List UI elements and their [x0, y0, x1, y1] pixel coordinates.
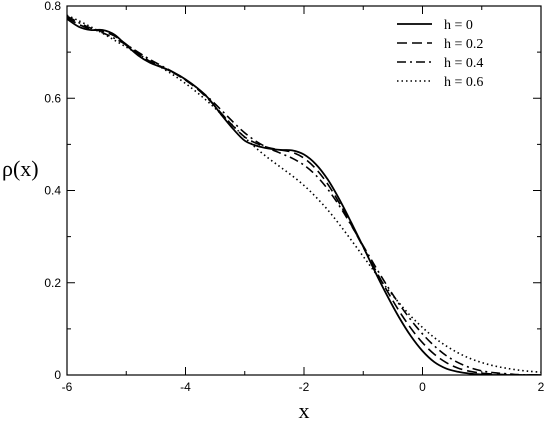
series-layer — [67, 14, 541, 375]
y-tick-label: 0.2 — [44, 276, 61, 290]
series-line-1 — [67, 18, 541, 375]
y-tick-label: 0.4 — [44, 184, 61, 198]
legend-label-4: h = 0.6 — [444, 75, 483, 90]
y-axis-title: ρ(x) — [2, 156, 39, 181]
x-tick-label: 2 — [538, 380, 545, 394]
ticks-layer: -6 -4 -2 0 2 0 0.2 0.4 0.6 0.8 — [44, 0, 544, 394]
x-tick-label: -4 — [180, 380, 191, 394]
x-tick-label: 0 — [419, 380, 426, 394]
series-line-3 — [67, 15, 541, 375]
legend-label-1: h = 0 — [444, 18, 473, 33]
y-tick-label: 0.8 — [44, 0, 61, 13]
plot-area — [67, 6, 541, 375]
y-tick-label: 0 — [54, 368, 61, 382]
x-tick-label: -6 — [62, 380, 73, 394]
series-line-4 — [67, 14, 541, 374]
legend-label-2: h = 0.2 — [444, 37, 483, 52]
x-tick-label: -2 — [299, 380, 310, 394]
legend-label-3: h = 0.4 — [444, 56, 483, 71]
x-axis-title: x — [299, 398, 310, 423]
y-tick-label: 0.6 — [44, 91, 61, 105]
legend: h = 0 h = 0.2 h = 0.4 h = 0.6 — [397, 18, 483, 90]
